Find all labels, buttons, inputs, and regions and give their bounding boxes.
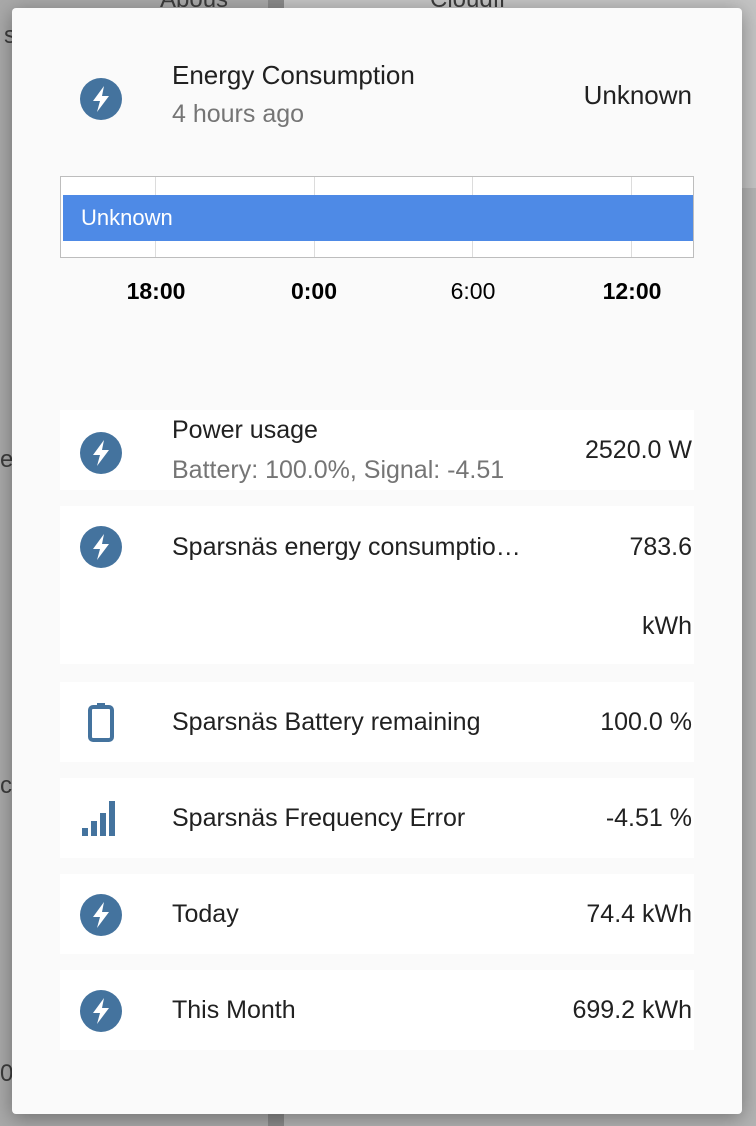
flash-icon	[80, 990, 122, 1032]
flash-icon	[80, 526, 122, 568]
entity-value: 783.6	[629, 533, 692, 561]
entity-name: Power usage	[172, 416, 318, 444]
entity-name: This Month	[172, 996, 296, 1024]
time-tick: 18:00	[126, 278, 186, 304]
entity-value: 74.4 kWh	[586, 900, 692, 928]
entity-unit: kWh	[642, 612, 692, 640]
entity-name: Sparsnäs energy consumptio…	[172, 533, 521, 561]
entity-value: 699.2 kWh	[572, 996, 692, 1024]
signal-bars-icon	[80, 797, 122, 839]
entity-row-battery[interactable]: Sparsnäs Battery remaining 100.0 %	[60, 682, 694, 762]
entity-value: 100.0 %	[600, 708, 692, 736]
last-changed: 4 hours ago	[172, 100, 305, 128]
timeline-bar[interactable]: Unknown	[63, 195, 693, 241]
flash-icon	[80, 894, 122, 936]
time-tick: 12:00	[602, 278, 662, 304]
entity-state: Unknown	[583, 80, 692, 110]
entity-row-power-usage[interactable]: Power usage Battery: 100.0%, Signal: -4.…	[60, 410, 694, 490]
entity-value: -4.51 %	[605, 804, 692, 832]
history-timeline[interactable]: Unknown	[60, 176, 694, 258]
entity-name: Today	[172, 900, 239, 928]
entity-row-frequency-error[interactable]: Sparsnäs Frequency Error -4.51 %	[60, 778, 694, 858]
background-text: e	[0, 446, 14, 473]
battery-icon	[80, 701, 122, 743]
entity-row-energy-consumption[interactable]: Sparsnäs energy consumptio… 783.6 kWh	[60, 506, 694, 664]
entity-name: Sparsnäs Battery remaining	[172, 708, 481, 736]
background-text: 0	[0, 1060, 14, 1087]
flash-icon	[80, 78, 122, 120]
more-info-dialog: Energy Consumption 4 hours ago Unknown U…	[12, 8, 742, 1114]
entity-row-this-month[interactable]: This Month 699.2 kWh	[60, 970, 694, 1050]
time-tick: 6:00	[450, 278, 496, 304]
time-tick: 0:00	[290, 278, 338, 304]
flash-icon	[80, 432, 122, 474]
entity-value: 2520.0 W	[584, 436, 692, 464]
entity-title: Energy Consumption	[172, 60, 415, 90]
entity-row-today[interactable]: Today 74.4 kWh	[60, 874, 694, 954]
entity-name: Sparsnäs Frequency Error	[172, 804, 466, 832]
entity-secondary: Battery: 100.0%, Signal: -4.51	[172, 456, 505, 484]
